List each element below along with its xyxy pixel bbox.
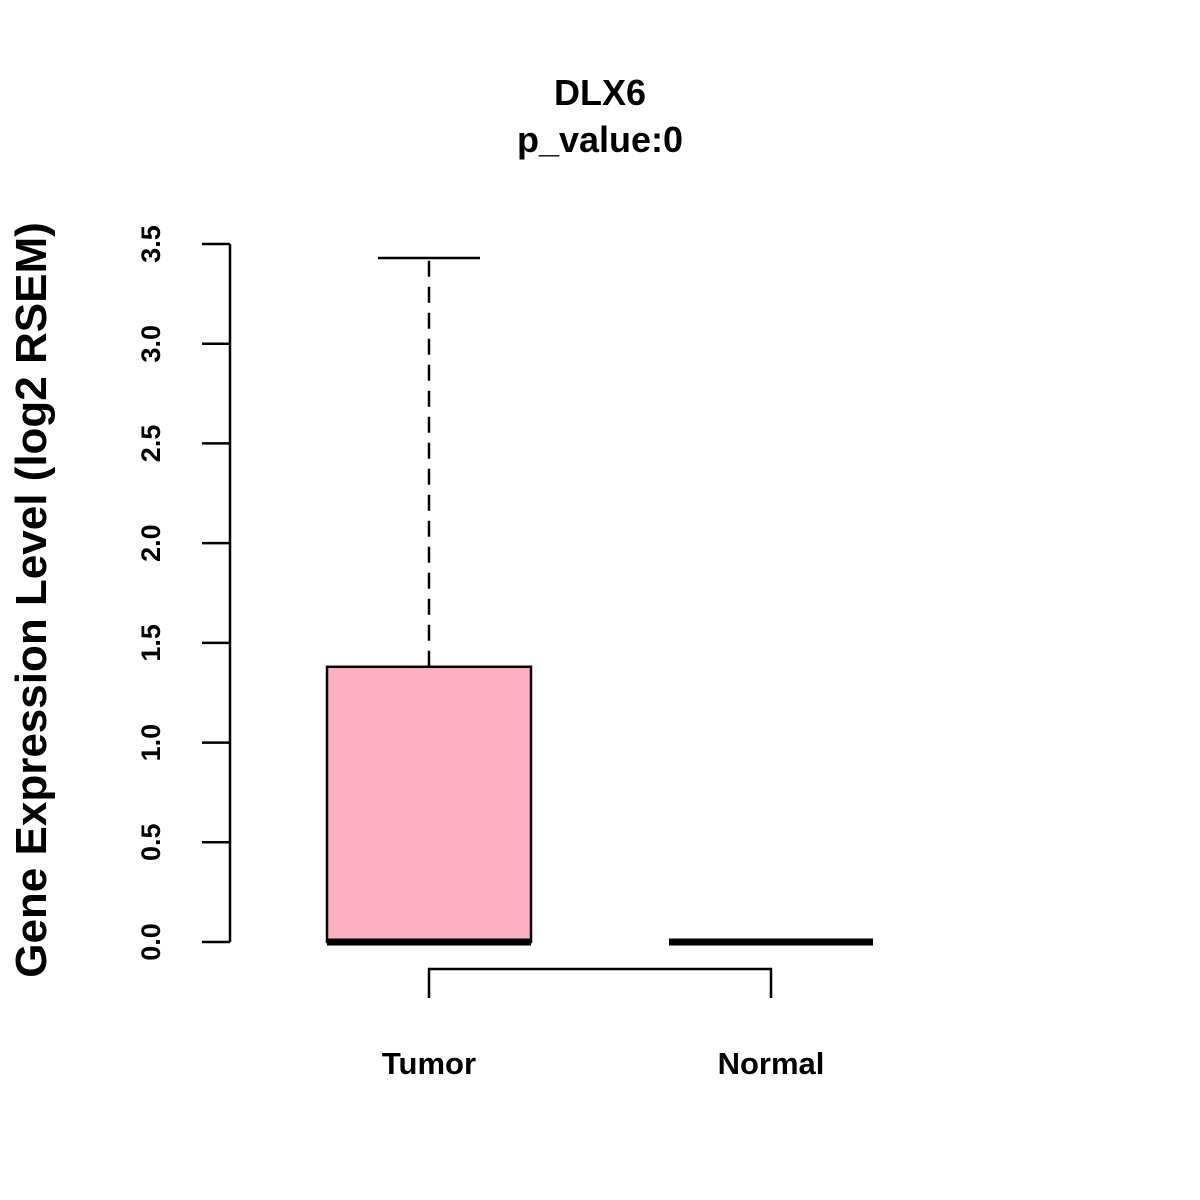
x-axis-categories: Tumor Normal (382, 1046, 824, 1081)
y-tick-label: 1.0 (136, 724, 166, 762)
y-tick-label: 0.5 (136, 824, 166, 862)
bracket-line (427, 967, 773, 998)
box-series (325, 256, 873, 946)
category-label-normal: Normal (718, 1046, 825, 1081)
y-tick-label: 0.0 (136, 923, 166, 961)
category-label-tumor: Tumor (382, 1046, 476, 1081)
y-axis: 0.0 0.5 1.0 1.5 2.0 2.5 3.0 3.5 (136, 225, 232, 961)
comparison-bracket (427, 967, 773, 998)
y-tick-label: 3.0 (136, 325, 166, 363)
y-tick-label: 3.5 (136, 225, 166, 263)
y-tick-label: 2.0 (136, 524, 166, 562)
box-tumor (325, 256, 533, 946)
y-tick-label: 2.5 (136, 425, 166, 463)
chart-subtitle: p_value:0 (517, 119, 683, 160)
y-axis-label: Gene Expression Level (log2 RSEM) (7, 222, 56, 978)
chart-title: DLX6 (554, 72, 646, 113)
y-tick-label: 1.5 (136, 624, 166, 662)
iqr-box (325, 665, 533, 944)
